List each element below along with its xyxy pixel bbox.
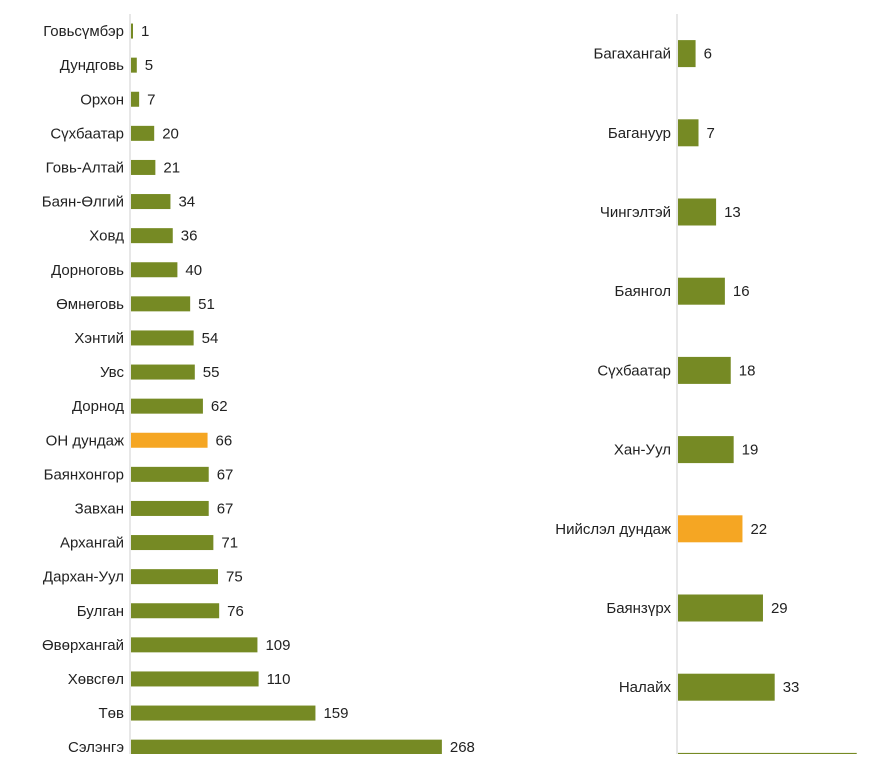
category-label-p1-15: Архангай bbox=[60, 535, 124, 552]
category-label-p1-2: Орхон bbox=[80, 91, 124, 108]
value-label-p1-9: 54 bbox=[202, 330, 219, 347]
category-label-p2-6: Нийслэл дундаж bbox=[555, 521, 671, 538]
bar-p1-4 bbox=[131, 159, 156, 175]
bar-p2-0 bbox=[678, 40, 696, 68]
category-label-p1-9: Хэнтий bbox=[74, 330, 124, 347]
value-label-p2-5: 19 bbox=[742, 442, 759, 459]
bar-p1-6 bbox=[131, 228, 173, 244]
value-label-p1-18: 109 bbox=[265, 637, 290, 654]
category-label-p1-0: Говьсүмбэр bbox=[43, 23, 124, 40]
category-label-p1-13: Баянхонгор bbox=[44, 466, 124, 483]
value-label-p1-20: 159 bbox=[323, 705, 348, 722]
category-label-p1-12: ОН дундаж bbox=[46, 432, 124, 449]
bar-p2-5 bbox=[678, 436, 734, 464]
bar-p2-2 bbox=[678, 198, 717, 226]
bar-p2-1 bbox=[678, 119, 699, 147]
average-bar bbox=[131, 432, 208, 448]
value-label-p1-0: 1 bbox=[141, 23, 149, 40]
bar-p1-19 bbox=[131, 671, 259, 687]
value-label-p1-12: 66 bbox=[216, 432, 233, 449]
value-label-p1-1: 5 bbox=[145, 57, 153, 74]
category-label-p2-8: Налайх bbox=[619, 679, 672, 696]
value-label-p2-7: 29 bbox=[771, 600, 788, 617]
bar-p1-0 bbox=[131, 23, 133, 39]
bar-p1-21 bbox=[131, 739, 442, 755]
bar-p1-20 bbox=[131, 705, 316, 721]
category-label-p1-18: Өвөрхангай bbox=[42, 637, 124, 654]
value-label-p2-2: 13 bbox=[724, 204, 741, 221]
value-label-p1-2: 7 bbox=[147, 91, 155, 108]
category-label-p1-4: Говь-Алтай bbox=[46, 159, 124, 176]
category-label-p2-2: Чингэлтэй bbox=[600, 204, 671, 221]
category-label-p2-3: Баянгол bbox=[615, 283, 672, 300]
category-label-p1-7: Дорноговь bbox=[51, 262, 124, 279]
bar-p2-4 bbox=[678, 356, 731, 384]
bar-p1-2 bbox=[131, 91, 140, 107]
bar-p1-1 bbox=[131, 57, 137, 73]
value-label-p2-4: 18 bbox=[739, 362, 756, 379]
value-label-p1-14: 67 bbox=[217, 500, 234, 517]
chart-panel-1: Говьсүмбэр 1 Дундговь 5 Орхон 7 Сүхбаатар 20 Гов… bbox=[42, 14, 475, 756]
value-label-p1-11: 62 bbox=[211, 398, 228, 415]
category-label-p1-6: Ховд bbox=[89, 228, 124, 245]
bar-p1-5 bbox=[131, 194, 171, 210]
category-label-p1-19: Хөвсгөл bbox=[68, 671, 124, 688]
value-label-p1-19: 110 bbox=[267, 671, 291, 688]
value-label-p2-3: 16 bbox=[733, 283, 750, 300]
category-label-p1-1: Дундговь bbox=[60, 57, 124, 74]
bar-p1-11 bbox=[131, 398, 203, 414]
bar-p1-14 bbox=[131, 500, 209, 516]
bar-p1-8 bbox=[131, 296, 191, 312]
bar-p1-13 bbox=[131, 466, 209, 482]
bar-p2-7 bbox=[678, 594, 763, 622]
value-label-p1-8: 51 bbox=[198, 296, 215, 313]
category-label-p1-17: Булган bbox=[77, 603, 124, 620]
value-label-p1-10: 55 bbox=[203, 364, 220, 381]
bar-p1-16 bbox=[131, 569, 218, 585]
category-label-p1-10: Увс bbox=[100, 364, 124, 381]
value-label-p2-0: 6 bbox=[704, 46, 712, 63]
category-label-p2-0: Багахангай bbox=[594, 46, 672, 63]
bar-p1-7 bbox=[131, 262, 178, 278]
bar-p1-9 bbox=[131, 330, 194, 346]
category-label-p1-16: Дархан-Уул bbox=[43, 569, 124, 586]
category-label-p1-21: Сэлэнгэ bbox=[68, 739, 124, 754]
category-label-p1-11: Дорнод bbox=[72, 398, 124, 415]
bar-p2-8 bbox=[678, 673, 775, 701]
value-label-p1-5: 34 bbox=[178, 194, 195, 211]
value-label-p1-6: 36 bbox=[181, 228, 198, 245]
bar-p1-3 bbox=[131, 125, 155, 141]
value-label-p2-1: 7 bbox=[707, 125, 715, 142]
value-label-p2-8: 33 bbox=[783, 679, 800, 696]
category-label-p1-14: Завхан bbox=[75, 500, 124, 517]
category-label-p2-7: Баянзүрх bbox=[606, 600, 671, 617]
bar-p1-18 bbox=[131, 637, 258, 653]
chart-panel-2: Багахангай 6 Багануур 7 Чингэлтэй 13 Баянгол 16… bbox=[555, 14, 881, 759]
value-label-p1-4: 21 bbox=[163, 159, 180, 176]
bar-p1-10 bbox=[131, 364, 195, 380]
value-label-p1-16: 75 bbox=[226, 569, 243, 586]
category-label-p2-4: Сүхбаатар bbox=[597, 362, 671, 379]
value-label-p1-3: 20 bbox=[162, 125, 179, 142]
category-label-p2-5: Хан-Уул bbox=[614, 442, 671, 459]
average-bar bbox=[678, 515, 743, 543]
category-label-p1-20: Төв bbox=[99, 705, 125, 722]
value-label-p2-6: 22 bbox=[750, 521, 767, 538]
value-label-p1-21: 268 bbox=[450, 739, 475, 754]
bar-p1-15 bbox=[131, 535, 214, 551]
bar-p2-3 bbox=[678, 277, 725, 305]
category-label-p1-3: Сүхбаатар bbox=[50, 125, 124, 142]
value-label-p1-13: 67 bbox=[217, 466, 234, 483]
category-label-p1-8: Өмнөговь bbox=[56, 296, 124, 313]
value-label-p1-17: 76 bbox=[227, 603, 244, 620]
category-label-p2-1: Багануур bbox=[608, 125, 671, 142]
value-label-p1-7: 40 bbox=[185, 262, 202, 279]
value-label-p1-15: 71 bbox=[221, 535, 238, 552]
bar-p1-17 bbox=[131, 603, 220, 619]
category-label-p1-5: Баян-Өлгий bbox=[42, 194, 124, 211]
